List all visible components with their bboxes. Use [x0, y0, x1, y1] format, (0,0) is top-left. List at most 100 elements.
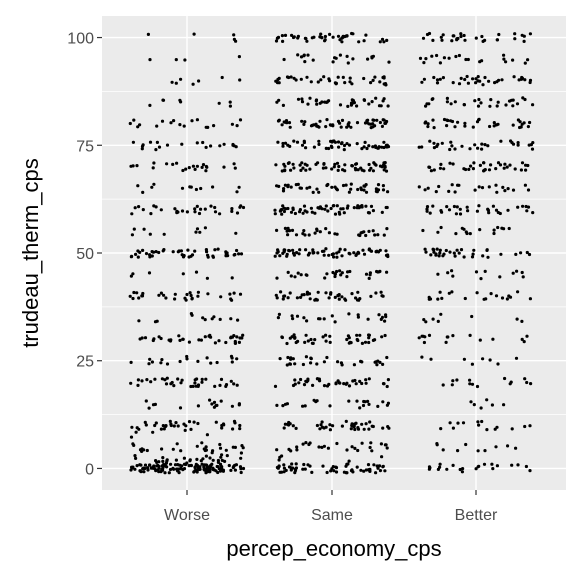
data-point: [481, 254, 484, 257]
data-point: [492, 205, 495, 208]
data-point: [483, 143, 486, 146]
data-point: [524, 184, 527, 187]
data-point: [383, 320, 386, 323]
data-point: [233, 162, 236, 165]
data-point: [439, 291, 442, 294]
data-point: [220, 453, 223, 456]
data-point: [358, 297, 361, 300]
data-point: [432, 248, 435, 251]
data-point: [521, 161, 524, 164]
data-point: [387, 378, 390, 381]
data-point: [341, 119, 344, 122]
data-point: [503, 167, 506, 170]
data-point: [343, 471, 346, 474]
data-point: [334, 186, 337, 189]
data-point: [453, 147, 456, 150]
data-point: [326, 471, 329, 474]
data-point: [468, 382, 471, 385]
data-point: [362, 189, 365, 192]
data-point: [445, 468, 448, 471]
data-point: [504, 60, 507, 63]
data-point: [284, 227, 287, 230]
data-point: [231, 360, 234, 363]
data-point: [449, 141, 452, 144]
data-point: [418, 185, 421, 188]
data-point: [165, 462, 168, 465]
data-point: [238, 186, 241, 189]
data-point: [288, 362, 291, 365]
data-point: [206, 277, 209, 280]
data-point: [279, 290, 282, 293]
data-point: [193, 210, 196, 213]
data-point: [469, 232, 472, 235]
data-point: [359, 167, 362, 170]
data-point: [310, 357, 313, 360]
data-point: [317, 445, 320, 448]
data-point: [506, 444, 509, 447]
data-point: [281, 252, 284, 255]
data-point: [357, 233, 360, 236]
data-point: [197, 79, 200, 82]
data-point: [205, 165, 208, 168]
data-point: [509, 382, 512, 385]
data-point: [292, 166, 295, 169]
data-point: [130, 436, 133, 439]
data-point: [204, 169, 207, 172]
data-point: [355, 400, 358, 403]
data-point: [448, 208, 451, 211]
data-point: [149, 233, 152, 236]
data-point: [131, 466, 134, 469]
y-axis-title: trudeau_therm_cps: [18, 158, 43, 348]
data-point: [169, 382, 172, 385]
data-point: [387, 61, 390, 64]
data-point: [295, 183, 298, 186]
data-point: [496, 38, 499, 41]
data-point: [381, 211, 384, 214]
data-point: [279, 357, 282, 360]
data-point: [470, 315, 473, 318]
data-point: [339, 273, 342, 276]
data-point: [489, 163, 492, 166]
data-point: [151, 254, 154, 257]
data-point: [483, 449, 486, 452]
data-point: [381, 363, 384, 366]
data-point: [132, 141, 135, 144]
data-point: [364, 205, 367, 208]
data-point: [348, 460, 351, 463]
data-point: [445, 249, 448, 252]
data-point: [353, 363, 356, 366]
data-point: [525, 335, 528, 338]
data-point: [325, 101, 328, 104]
data-point: [155, 125, 158, 128]
data-point: [358, 334, 361, 337]
data-point: [374, 97, 377, 100]
data-point: [323, 445, 326, 448]
data-point: [162, 424, 165, 427]
data-point: [443, 118, 446, 121]
data-point: [273, 209, 276, 212]
data-point: [205, 146, 208, 149]
data-point: [311, 384, 314, 387]
data-point: [523, 35, 526, 38]
data-point: [305, 319, 308, 322]
data-point: [148, 407, 151, 410]
data-point: [300, 187, 303, 190]
data-point: [196, 445, 199, 448]
data-point: [319, 33, 322, 36]
data-point: [523, 78, 526, 81]
data-point: [212, 315, 215, 318]
data-point: [463, 103, 466, 106]
data-point: [439, 167, 442, 170]
data-point: [328, 404, 331, 407]
data-point: [277, 250, 280, 253]
data-point: [282, 295, 285, 298]
data-point: [446, 100, 449, 103]
data-point: [340, 142, 343, 145]
data-point: [325, 272, 328, 275]
data-point: [341, 425, 344, 428]
data-point: [477, 424, 480, 427]
data-point: [195, 463, 198, 466]
data-point: [510, 464, 513, 467]
data-point: [330, 146, 333, 149]
data-point: [341, 363, 344, 366]
